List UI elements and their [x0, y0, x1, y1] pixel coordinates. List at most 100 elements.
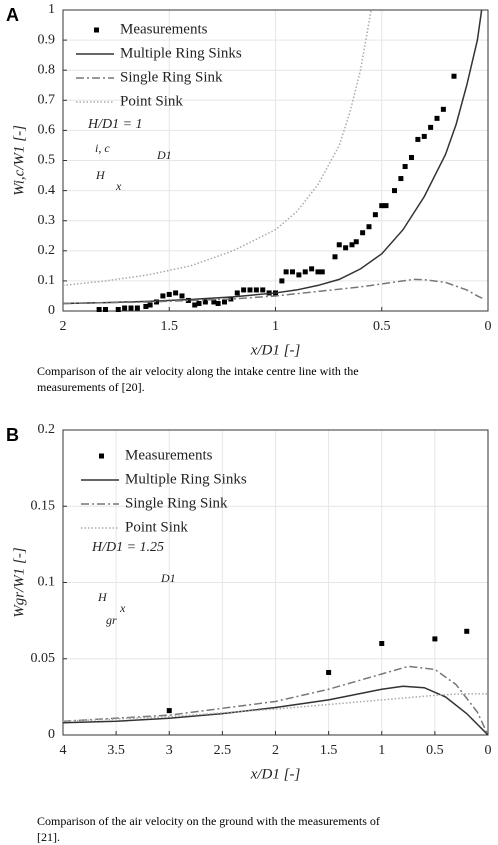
- panel-label: B: [6, 425, 19, 445]
- measurement-point: [192, 302, 198, 308]
- inset-label: H: [95, 168, 106, 182]
- legend-label: Measurements: [120, 21, 208, 37]
- x-tick-label: 1: [378, 743, 385, 758]
- measurement-point: [143, 303, 149, 309]
- measurement-point: [166, 708, 172, 714]
- legend-label: Measurements: [125, 447, 213, 463]
- measurement-point: [309, 266, 315, 272]
- inset-label: gr: [106, 613, 117, 627]
- y-tick-label: 0.7: [38, 93, 56, 108]
- measurement-point: [296, 272, 302, 278]
- measurement-point: [122, 305, 128, 311]
- x-tick-label: 2: [272, 743, 279, 758]
- measurement-point: [415, 136, 421, 142]
- measurement-point: [173, 290, 179, 296]
- legend-label: Point Sink: [125, 519, 188, 535]
- measurement-point: [366, 224, 372, 230]
- inset-label: x: [115, 179, 122, 193]
- measurement-point: [253, 287, 259, 293]
- measurement-point: [343, 245, 349, 251]
- y-tick-label: 0.9: [38, 32, 56, 47]
- y-tick-label: 0.1: [38, 575, 56, 590]
- measurement-point: [279, 278, 285, 284]
- measurement-point: [128, 305, 134, 311]
- measurement-point: [409, 154, 414, 160]
- measurement-point: [464, 628, 470, 634]
- measurement-point: [96, 306, 102, 312]
- x-tick-label: 4: [60, 743, 67, 758]
- legend-label: Multiple Ring Sinks: [125, 471, 247, 487]
- measurement-point: [160, 293, 166, 299]
- inset-label: D1: [156, 148, 172, 162]
- measurement-point: [211, 299, 217, 305]
- y-tick-label: 0.6: [38, 123, 56, 138]
- measurement-point: [353, 239, 359, 245]
- y-tick-label: 0.8: [38, 62, 56, 77]
- legend-marker: [94, 27, 99, 33]
- inset-label: i, c: [95, 141, 110, 155]
- measurement-point: [234, 290, 240, 296]
- measurement-point: [383, 203, 389, 209]
- measurement-point: [379, 641, 385, 646]
- annotation: H/D1 = 1.25: [91, 540, 164, 555]
- caption: measurements of [20].: [37, 380, 145, 394]
- x-tick-label: 0.5: [426, 743, 444, 758]
- measurement-point: [421, 133, 427, 139]
- y-tick-label: 0: [48, 727, 55, 742]
- measurement-point: [154, 299, 159, 305]
- y-tick-label: 0.4: [38, 183, 56, 198]
- measurement-point: [166, 291, 172, 297]
- y-axis-label: Wgr/W1 [-]: [11, 547, 27, 618]
- x-axis-label: x/D1 [-]: [250, 766, 301, 782]
- curve: [63, 685, 488, 735]
- measurement-point: [222, 299, 227, 305]
- curve: [63, 10, 372, 287]
- legend-label: Single Ring Sink: [120, 69, 223, 85]
- x-tick-label: 3: [166, 743, 173, 758]
- measurement-point: [315, 269, 321, 275]
- axes-frame: [62, 429, 489, 736]
- inset-label: D1: [160, 571, 176, 585]
- measurement-point: [336, 242, 342, 248]
- x-tick-label: 2.5: [214, 743, 232, 758]
- caption: Comparison of the air velocity on the gr…: [37, 814, 380, 828]
- y-tick-label: 1: [48, 2, 55, 17]
- measurement-point: [185, 297, 191, 303]
- measurement-point: [215, 300, 221, 306]
- measurement-point: [134, 305, 140, 311]
- y-tick-label: 0.15: [31, 498, 56, 513]
- measurement-point: [247, 287, 253, 293]
- y-tick-label: 0.05: [31, 651, 56, 666]
- measurement-point: [440, 106, 446, 112]
- x-tick-label: 1.5: [161, 319, 179, 334]
- measurement-point: [196, 300, 202, 306]
- inset-label: x: [119, 601, 126, 615]
- x-tick-label: 1.5: [320, 743, 338, 758]
- caption: [21].: [37, 830, 60, 844]
- x-tick-label: 0: [485, 743, 492, 758]
- measurement-point: [402, 164, 408, 170]
- panel-label: A: [6, 5, 19, 25]
- measurement-point: [360, 230, 366, 236]
- legend-label: Point Sink: [120, 93, 183, 109]
- measurement-point: [241, 287, 247, 293]
- measurement-point: [103, 306, 108, 312]
- x-tick-label: 1: [272, 319, 279, 334]
- curve: [63, 665, 488, 735]
- y-tick-label: 0.3: [38, 213, 56, 228]
- x-tick-label: 0.5: [373, 319, 391, 334]
- y-tick-label: 0.1: [38, 273, 56, 288]
- legend-marker: [99, 453, 104, 459]
- measurement-point: [202, 299, 208, 305]
- measurement-point: [115, 306, 121, 312]
- measurement-point: [283, 269, 289, 275]
- measurement-point: [372, 212, 378, 218]
- legend-label: Multiple Ring Sinks: [120, 45, 242, 61]
- measurement-point: [147, 302, 153, 308]
- measurement-point: [432, 636, 438, 642]
- measurement-point: [326, 669, 332, 675]
- y-axis-label: Wi,c/W1 [-]: [11, 125, 27, 196]
- measurement-point: [179, 293, 185, 299]
- measurement-point: [451, 73, 457, 79]
